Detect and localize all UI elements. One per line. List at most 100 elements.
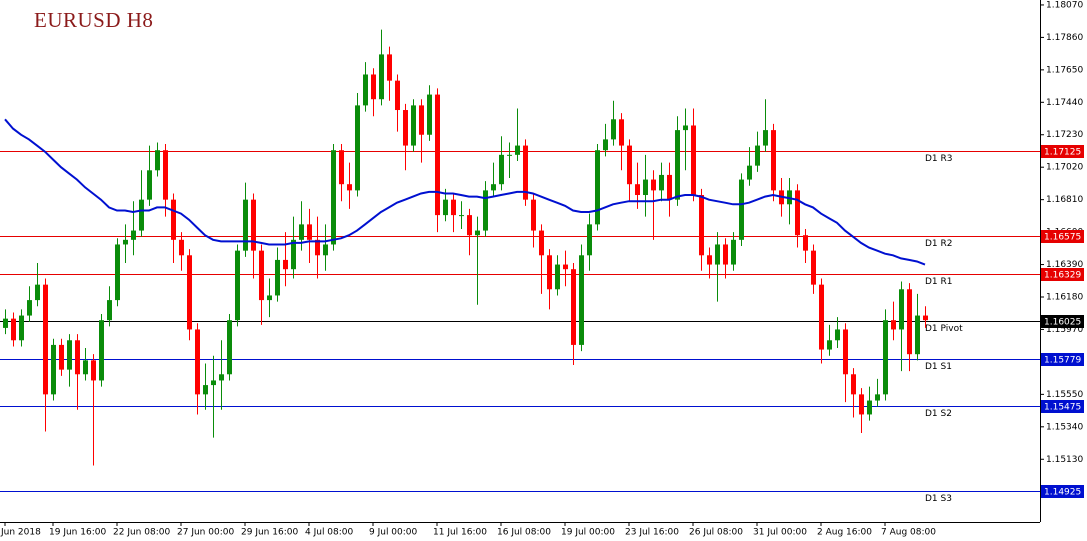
level-price-box	[1041, 145, 1084, 158]
candle-body	[299, 224, 304, 240]
candle-body	[651, 179, 656, 191]
candle-body	[275, 259, 280, 296]
candle-body	[875, 394, 880, 401]
candle-body	[491, 184, 496, 191]
candle-body	[851, 374, 856, 395]
x-tick-label: 27 Jun 00:00	[177, 528, 234, 538]
candle-body	[499, 154, 504, 185]
candle-body	[235, 250, 240, 321]
candle-body	[571, 269, 576, 345]
candle-body	[483, 190, 488, 231]
candle-body	[323, 244, 328, 256]
candle-body	[907, 289, 912, 355]
candle-body	[859, 394, 864, 415]
candle-body	[11, 318, 16, 341]
candle-body	[659, 174, 664, 191]
level-name: D1 R2	[925, 239, 953, 249]
candle-body	[435, 94, 440, 216]
candle-body	[35, 284, 40, 301]
candle-body	[251, 199, 256, 251]
candle-body	[211, 380, 216, 386]
candle-body	[427, 94, 432, 135]
candle-body	[603, 139, 608, 151]
y-tick-label: 1.17440	[1046, 98, 1083, 108]
candle-body	[67, 340, 72, 370]
candle-body	[619, 119, 624, 146]
candle-body	[539, 230, 544, 256]
candle-body	[563, 264, 568, 270]
candle-body	[515, 145, 520, 155]
x-tick-label: 19 Jul 00:00	[561, 528, 615, 538]
candle-body	[19, 315, 24, 341]
y-tick-label: 1.15130	[1046, 455, 1083, 465]
candle-body	[699, 195, 704, 256]
candle-body	[691, 125, 696, 196]
candle-body	[403, 110, 408, 146]
x-tick-label: 22 Jun 08:00	[113, 528, 170, 538]
candle-body	[627, 145, 632, 185]
candle-body	[379, 54, 384, 100]
candle-body	[179, 239, 184, 256]
candle-body	[595, 150, 600, 225]
level-price-label: 1.15475	[1044, 403, 1081, 413]
candle-body	[155, 150, 160, 171]
candle-body	[843, 329, 848, 375]
x-tick-label: 4 Jul 08:00	[305, 528, 354, 538]
candle-body	[387, 54, 392, 81]
candle-body	[923, 315, 928, 321]
x-tick-label: 31 Jul 00:00	[753, 528, 807, 538]
candle-body	[739, 179, 744, 240]
level-name: D1 R3	[925, 154, 953, 164]
candle-body	[115, 244, 120, 301]
candle-body	[43, 284, 48, 395]
level-price-label: 1.16575	[1044, 233, 1081, 243]
y-tick-label: 1.15970	[1046, 325, 1083, 335]
level-price-label: 1.16329	[1044, 271, 1081, 281]
candle-body	[475, 230, 480, 236]
candle-body	[83, 360, 88, 375]
candle-body	[523, 145, 528, 200]
candle-body	[59, 344, 64, 370]
candle-body	[611, 119, 616, 140]
candle-body	[667, 174, 672, 200]
candle-body	[723, 244, 728, 265]
candle-body	[371, 74, 376, 100]
level-name: D1 Pivot	[925, 324, 963, 334]
candle-body	[755, 145, 760, 166]
x-tick-label: 2 Aug 16:00	[817, 528, 872, 538]
level-price-box	[1041, 400, 1084, 413]
candle-body	[107, 300, 112, 321]
candle-body	[707, 255, 712, 265]
candle-body	[731, 239, 736, 265]
candle-body	[867, 400, 872, 415]
candle-body	[51, 344, 56, 395]
y-tick-label: 1.16180	[1046, 293, 1083, 303]
moving-average	[4, 118, 926, 266]
candle-body	[243, 199, 248, 251]
candle-body	[27, 300, 32, 316]
candle-body	[555, 264, 560, 290]
candle-body	[419, 105, 424, 135]
level-price-box	[1041, 315, 1084, 328]
candle-body	[227, 320, 232, 375]
y-tick-label: 1.15340	[1046, 422, 1083, 432]
x-tick-label: 11 Jul 16:00	[433, 528, 487, 538]
candle-body	[171, 199, 176, 240]
candle-body	[195, 329, 200, 395]
y-tick-label: 1.17860	[1046, 33, 1083, 43]
candle-body	[99, 320, 104, 381]
candle-body	[579, 255, 584, 345]
candle-body	[163, 150, 168, 200]
candle-body	[139, 199, 144, 231]
level-price-label: 1.17125	[1044, 148, 1081, 158]
x-tick-label: 29 Jun 16:00	[241, 528, 298, 538]
candle-body	[763, 130, 768, 146]
level-price-box	[1041, 230, 1084, 243]
candle-body	[811, 250, 816, 285]
candle-body	[395, 80, 400, 111]
candle-body	[715, 244, 720, 265]
y-tick-label: 1.18070	[1046, 0, 1083, 10]
level-price-label: 1.15779	[1044, 356, 1081, 366]
candle-body	[355, 105, 360, 191]
